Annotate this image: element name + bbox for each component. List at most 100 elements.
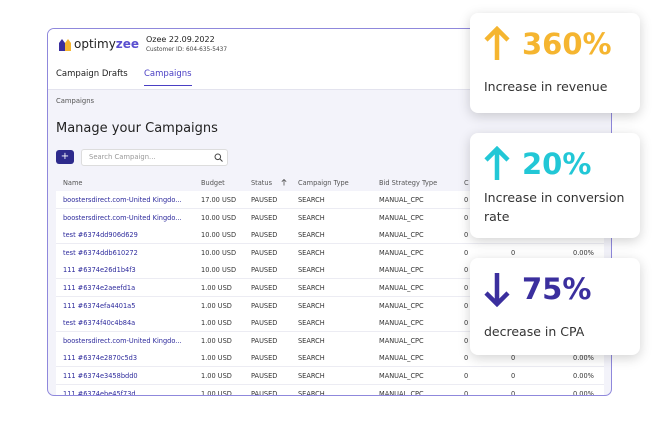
table-cell: MANUAL_CPC (379, 196, 424, 204)
table-cell: MANUAL_CPC (379, 319, 424, 328)
table-row: test #6374ddb610272 10.00 USD PAUSED SEARCH… (56, 243, 604, 262)
logo: optimyzee (74, 37, 139, 51)
breadcrumb: Campaigns (56, 97, 95, 105)
table-cell: SEARCH (298, 336, 325, 345)
table-cell: PAUSED (251, 248, 278, 257)
stat-value: 75% (522, 272, 592, 306)
campaign-name[interactable]: boostersdirect.com-United Kingdo... (63, 196, 182, 204)
table-cell: PAUSED (251, 284, 278, 292)
stat-label: Increase in conversion rate (484, 190, 625, 224)
table-cell: SEARCH (298, 231, 325, 240)
table-cell: 0 (464, 266, 469, 275)
table-cell: PAUSED (251, 231, 278, 240)
table-cell: 0 (464, 196, 469, 204)
table-cell: 0 (464, 389, 469, 396)
table-row: 111 #6374e3458bdd0 1.00 USD PAUSED SEARCH MA… (56, 367, 604, 385)
campaign-name[interactable]: 111 #6374e2870c5d3 (63, 354, 138, 363)
table-cell: MANUAL_CPC (379, 248, 424, 257)
table-cell: PAUSED (251, 389, 278, 396)
table-cell: PAUSED (251, 266, 278, 275)
campaign-name[interactable]: test #6374ddb610272 (63, 248, 138, 257)
search-icon (214, 153, 223, 162)
table-cell: SEARCH (298, 213, 325, 222)
logo-icon (59, 39, 71, 51)
table-cell: 1.00 USD (201, 319, 232, 328)
table-cell: MANUAL_CPC (379, 231, 424, 240)
campaign-name[interactable]: 111 #6374ebe45f73d (63, 389, 136, 396)
campaign-name[interactable]: boostersdirect.com-United Kingdo... (63, 213, 182, 222)
table-cell: 0 (464, 248, 469, 257)
table-cell: 0.00% (573, 248, 594, 257)
table-cell: 0.00% (573, 354, 594, 363)
table-cell: PAUSED (251, 372, 278, 380)
campaign-name[interactable]: test #6374dd906d629 (63, 231, 138, 240)
table-cell: 0.00% (573, 389, 594, 396)
table-cell: 1.00 USD (201, 336, 232, 345)
customer-id: Customer ID: 604-635-5437 (146, 47, 228, 53)
table-cell: 0 (511, 389, 516, 396)
table-row: 111 #6374e2870c5d3 1.00 USD PAUSED SEARCH MA… (56, 349, 604, 368)
table-cell: PAUSED (251, 196, 278, 204)
table-cell: SEARCH (298, 284, 325, 292)
table-cell: PAUSED (251, 354, 278, 363)
search-box[interactable]: Search Campaign... (81, 149, 228, 166)
table-cell: MANUAL_CPC (379, 266, 424, 275)
column-header: Bid Strategy Type (379, 179, 438, 187)
table-cell: 0 (511, 372, 516, 380)
table-cell: 1.00 USD (201, 372, 232, 380)
table-cell: SEARCH (298, 354, 325, 363)
table-row: boostersdirect.com-United Kingdo... 17.00… (56, 191, 604, 209)
arrow-up (484, 146, 510, 180)
column-header: Campaign Type (298, 179, 349, 187)
campaign-name[interactable]: 111 #6374e26d1b4f3 (63, 266, 136, 275)
table-cell: 1.00 USD (201, 284, 232, 292)
table-cell: 0 (464, 231, 469, 240)
column-header: Status (251, 179, 273, 187)
table-cell: 0.00% (573, 372, 594, 380)
table-cell: MANUAL_CPC (379, 213, 424, 222)
stat-value: 360% (522, 27, 612, 61)
table-cell: 0 (464, 354, 469, 363)
table-row: boostersdirect.com-United Kingdo... 1.00 … (56, 331, 604, 350)
table-cell: SEARCH (298, 248, 325, 257)
account-name: Ozee 22.09.2022 (146, 35, 215, 44)
table-header: Name Budget Status Campaign Type Bid Strateg… (56, 174, 604, 191)
sort-icon[interactable] (281, 179, 287, 186)
column-header: Budget (201, 179, 225, 187)
stat-card: 360% Increase in revenue (470, 13, 640, 113)
table-cell: PAUSED (251, 336, 278, 345)
campaign-name[interactable]: boostersdirect.com-United Kingdo... (63, 336, 182, 345)
table-cell: MANUAL_CPC (379, 336, 424, 345)
table-cell: 0 (464, 284, 469, 292)
arrow-up (484, 26, 510, 60)
table-cell: 1.00 USD (201, 389, 232, 396)
table-cell: 1.00 USD (201, 354, 232, 363)
tab[interactable]: Campaigns (144, 69, 192, 86)
stat-label: Increase in revenue (484, 79, 608, 94)
table-cell: 0 (464, 336, 469, 345)
table-cell: MANUAL_CPC (379, 389, 424, 396)
table-cell: 17.00 USD (201, 196, 237, 204)
table-row: 111 #6374e2aeefd1a 1.00 USD PAUSED SEARCH MA… (56, 279, 604, 297)
logo-right: zee (115, 37, 140, 51)
table-cell: 0 (464, 213, 469, 222)
table-cell: 10.00 USD (201, 248, 237, 257)
table-cell: MANUAL_CPC (379, 372, 424, 380)
campaign-name[interactable]: test #6374f40c4b84a (63, 319, 136, 328)
campaign-name[interactable]: 111 #6374e3458bdd0 (63, 372, 138, 380)
table-cell: 0 (511, 248, 516, 257)
tab[interactable]: Campaign Drafts (56, 69, 128, 79)
table-cell: 10.00 USD (201, 213, 237, 222)
column-header: Name (63, 179, 83, 187)
stat-card: 75% decrease in CPA (470, 258, 640, 355)
table-cell: 10.00 USD (201, 231, 237, 240)
campaign-name[interactable]: 111 #6374e2aeefd1a (63, 284, 136, 292)
table-cell: MANUAL_CPC (379, 301, 424, 310)
campaign-name[interactable]: 111 #6374efa4401a5 (63, 301, 136, 310)
table-cell: SEARCH (298, 372, 325, 380)
add-button[interactable]: + (56, 150, 74, 164)
table-cell: SEARCH (298, 319, 325, 328)
column-header: C (464, 179, 469, 187)
logo-left: optimy (74, 37, 116, 51)
table-row: 111 #6374e26d1b4f3 10.00 USD PAUSED SEARCH M… (56, 261, 604, 280)
